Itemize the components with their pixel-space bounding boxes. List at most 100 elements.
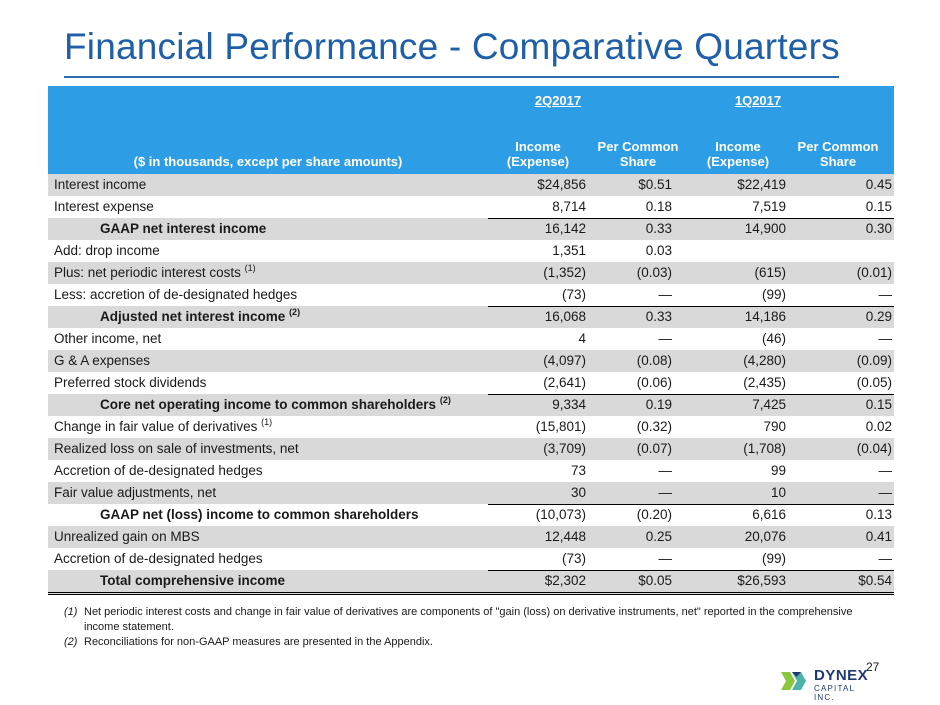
cell-per-share-2q: (0.20)	[636, 507, 672, 522]
table-row: Accretion of de-designated hedges 73 — 99 —	[48, 460, 894, 482]
row-label-text: Unrealized gain on MBS	[54, 529, 200, 544]
slide-title: Financial Performance - Comparative Quar…	[64, 26, 840, 67]
cell-income-2q: 1,351	[552, 243, 586, 258]
table-body: Interest income $24,856 $0.51 $22,419 0.45 In…	[48, 174, 894, 595]
row-label: GAAP net (loss) income to common shareho…	[100, 504, 419, 526]
row-label: Add: drop income	[54, 240, 160, 262]
cell-per-share-2q: (0.06)	[636, 375, 672, 390]
cell-per-share-2q: (0.03)	[636, 265, 672, 280]
row-label: Less: accretion of de-designated hedges	[54, 284, 297, 306]
period-header-1q2017: 1Q2017	[734, 93, 782, 108]
cell-per-share-1q: 0.30	[865, 221, 892, 236]
cell-per-share-1q: 0.02	[865, 419, 892, 434]
row-label: Accretion of de-designated hedges	[54, 460, 263, 482]
row-label-text: Accretion of de-designated hedges	[54, 551, 263, 566]
footnote-ref: (2)	[439, 394, 451, 405]
table-row: Preferred stock dividends (2,641) (0.06) (2…	[48, 372, 894, 394]
cell-income-2q: (15,801)	[535, 419, 586, 434]
footnote-ref: (1)	[244, 262, 256, 273]
row-label-text: Less: accretion of de-designated hedges	[54, 287, 298, 302]
cell-per-share-1q: —	[878, 551, 893, 566]
table-row: Adjusted net interest income (2) 16,068 0.…	[48, 306, 894, 328]
cell-income-1q: 99	[770, 463, 786, 478]
cell-per-share-1q: 0.29	[865, 309, 892, 324]
cell-per-share-2q: (0.32)	[636, 419, 672, 434]
table-row: Other income, net 4 — (46) —	[48, 328, 894, 350]
cell-per-share-1q: (0.04)	[856, 441, 892, 456]
cell-income-2q: 16,142	[544, 221, 586, 236]
table-row: Less: accretion of de-designated hedges (…	[48, 284, 894, 306]
cell-per-share-1q: —	[878, 463, 893, 478]
footnote-2: (2) Reconciliations for non-GAAP measure…	[64, 635, 864, 650]
cell-per-share-2q: $0.51	[638, 177, 672, 192]
table-row: GAAP net interest income 16,142 0.33 14,900…	[48, 218, 894, 240]
period-header-2q2017: 2Q2017	[534, 93, 582, 108]
cell-per-share-2q: —	[658, 331, 673, 346]
row-label: Realized loss on sale of investments, ne…	[54, 438, 299, 460]
table-row: Unrealized gain on MBS 12,448 0.25 20,076 0.…	[48, 526, 894, 548]
cell-income-1q: 14,186	[744, 309, 786, 324]
row-label: Total comprehensive income	[100, 570, 285, 592]
cell-income-1q: (4,280)	[743, 353, 786, 368]
financial-table: 2Q2017 1Q2017 Income (Expense) Per Commo…	[48, 86, 894, 595]
footnote-ref: (2)	[289, 306, 301, 317]
footnotes: (1) Net periodic interest costs and chan…	[64, 605, 864, 650]
cell-income-1q: 7,425	[752, 397, 786, 412]
cell-per-share-1q: 0.41	[865, 529, 892, 544]
row-label: Accretion of de-designated hedges	[54, 548, 263, 570]
cell-per-share-2q: 0.18	[645, 199, 672, 214]
row-label: Other income, net	[54, 328, 161, 350]
col-header-per-share-1q: Per Common Share	[797, 139, 879, 169]
cell-income-1q: 7,519	[752, 199, 786, 214]
cell-income-2q: (3,709)	[543, 441, 586, 456]
dynex-chevron-icon	[781, 672, 806, 690]
cell-income-2q: 12,448	[544, 529, 586, 544]
cell-income-1q: 14,900	[744, 221, 786, 236]
cell-per-share-2q: 0.19	[645, 397, 672, 412]
cell-per-share-1q: —	[878, 287, 893, 302]
row-label: Interest expense	[54, 196, 154, 218]
row-label: Change in fair value of derivatives (1)	[54, 416, 272, 438]
table-row: Realized loss on sale of investments, ne…	[48, 438, 894, 460]
cell-income-1q: 6,616	[752, 507, 786, 522]
cell-income-1q: (2,435)	[743, 375, 786, 390]
cell-per-share-2q: 0.03	[645, 243, 672, 258]
row-label-text: Preferred stock dividends	[54, 375, 207, 390]
cell-income-2q: (73)	[561, 287, 586, 302]
cell-per-share-1q: (0.05)	[856, 375, 892, 390]
cell-per-share-2q: —	[658, 463, 673, 478]
table-row: Change in fair value of derivatives (1) (…	[48, 416, 894, 438]
row-label-text: Total comprehensive income	[100, 573, 286, 588]
row-label: Fair value adjustments, net	[54, 482, 216, 504]
cell-per-share-1q: (0.01)	[856, 265, 892, 280]
row-label-text: Accretion of de-designated hedges	[54, 463, 263, 478]
cell-per-share-1q: 0.15	[865, 397, 892, 412]
cell-per-share-2q: 0.33	[645, 309, 672, 324]
table-row: Interest expense 8,714 0.18 7,519 0.15	[48, 196, 894, 218]
cell-income-1q: (1,708)	[743, 441, 786, 456]
cell-income-2q: (2,641)	[543, 375, 586, 390]
cell-income-1q: (99)	[761, 551, 786, 566]
table-row: Add: drop income 1,351 0.03	[48, 240, 894, 262]
row-label-text: Interest expense	[54, 199, 154, 214]
row-label: Adjusted net interest income (2)	[100, 306, 300, 328]
cell-income-2q: (1,352)	[543, 265, 586, 280]
cell-income-2q: (73)	[561, 551, 586, 566]
cell-income-2q: 73	[570, 463, 586, 478]
cell-income-2q: 30	[570, 485, 586, 500]
cell-per-share-2q: —	[658, 485, 673, 500]
cell-income-1q: (99)	[761, 287, 786, 302]
table-row: Plus: net periodic interest costs (1) (1,…	[48, 262, 894, 284]
row-label-text: Plus: net periodic interest costs	[54, 265, 241, 280]
row-label-text: Adjusted net interest income	[100, 309, 286, 324]
col-header-income-1q: Income (Expense)	[706, 139, 770, 169]
cell-income-2q: $2,302	[544, 573, 586, 588]
row-label-text: Core net operating income to common shar…	[100, 397, 437, 412]
table-row: Interest income $24,856 $0.51 $22,419 0.45	[48, 174, 894, 196]
row-label: Interest income	[54, 174, 146, 196]
cell-income-1q: (46)	[761, 331, 786, 346]
footnote-text: Reconciliations for non-GAAP measures ar…	[84, 636, 433, 648]
cell-per-share-2q: 0.33	[645, 221, 672, 236]
logo-tagline: CAPITAL INC.	[814, 684, 855, 702]
row-label: Plus: net periodic interest costs (1)	[54, 262, 256, 284]
